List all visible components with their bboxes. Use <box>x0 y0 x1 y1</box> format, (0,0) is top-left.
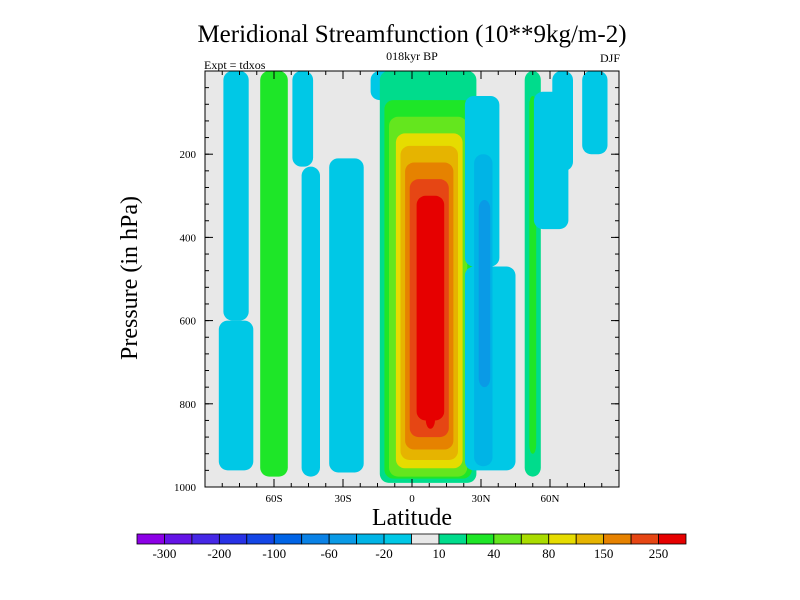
plot-area <box>205 71 619 487</box>
colorbar-label: -200 <box>207 546 231 561</box>
contour-cell-20 <box>478 199 491 388</box>
x-axis-title: Latitude <box>372 505 452 531</box>
left-string: Expt = tdxos <box>204 58 266 72</box>
colorbar-box-18 <box>630 533 659 545</box>
colorbar-box-1 <box>164 533 193 545</box>
colorbar-box-5 <box>273 533 303 545</box>
colorbar-box-0 <box>136 533 165 545</box>
colorbar-label: -300 <box>153 546 177 561</box>
contour-cell-1 <box>218 320 254 471</box>
y-tick-label: 800 <box>180 399 197 411</box>
contour-cell-5 <box>301 166 320 477</box>
colorbar-box-10 <box>411 533 440 545</box>
contour-cell-6 <box>329 158 364 473</box>
colorbar-label: 10 <box>432 546 445 561</box>
colorbar-box-2 <box>191 533 220 545</box>
colorbar-box-15 <box>548 533 577 545</box>
colorbar-label: 80 <box>542 546 555 561</box>
colorbar-box-9 <box>383 533 412 545</box>
colorbar-label: -20 <box>375 546 392 561</box>
x-tick-label: 60S <box>265 493 282 505</box>
colorbar-label: -60 <box>320 546 337 561</box>
contour-cell-4 <box>292 71 314 167</box>
right-string: DJF <box>600 51 620 65</box>
contour-cell-16 <box>425 237 435 429</box>
colorbar: -300 -200 -100 -60 -20 10 40 80 150 250 <box>136 533 687 561</box>
contour-cell-25 <box>582 71 608 155</box>
center-string: 018kyr BP <box>386 49 438 63</box>
colorbar-box-17 <box>603 533 632 545</box>
y-tick-label: 600 <box>180 316 197 328</box>
colorbar-box-4 <box>246 533 275 545</box>
y-axis-title: Pressure (in hPa) <box>117 196 143 360</box>
colorbar-box-12 <box>465 533 495 545</box>
colorbar-box-7 <box>328 533 357 545</box>
colorbar-box-19 <box>658 533 687 545</box>
colorbar-box-8 <box>356 533 385 545</box>
colorbar-box-3 <box>218 533 248 545</box>
colorbar-label: 250 <box>649 546 669 561</box>
y-tick-label: 1000 <box>174 482 197 494</box>
y-tick-label: 200 <box>180 149 197 161</box>
x-tick-label: 30S <box>334 493 351 505</box>
colorbar-label: -100 <box>262 546 286 561</box>
y-tick-label: 400 <box>180 232 197 244</box>
contour-cell-0 <box>223 71 249 321</box>
colorbar-label: 150 <box>594 546 614 561</box>
chart-title: Meridional Streamfunction (10**9kg/m-2) <box>197 21 626 48</box>
x-tick-label: 30N <box>472 493 491 505</box>
contour-cell-24 <box>552 71 573 171</box>
colorbar-box-16 <box>575 533 605 545</box>
colorbar-box-6 <box>301 533 330 545</box>
colorbar-box-11 <box>438 533 467 545</box>
contour-cell-3 <box>269 133 281 458</box>
colorbar-box-13 <box>493 533 522 545</box>
colorbar-box-14 <box>520 533 550 545</box>
x-tick-label: 0 <box>409 493 415 505</box>
colorbar-label: 40 <box>487 546 500 561</box>
x-tick-label: 60N <box>541 493 560 505</box>
